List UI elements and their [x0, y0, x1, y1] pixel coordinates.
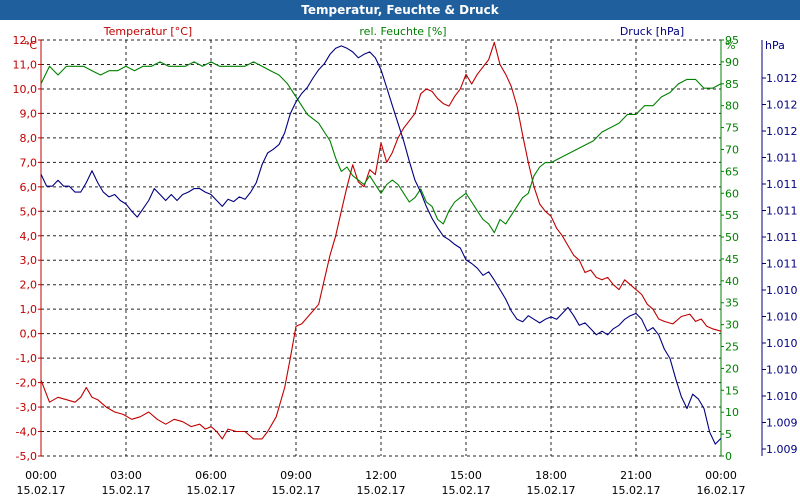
pressure-tick-label: 1.011 — [766, 205, 798, 218]
x-tick-time-label: 00:00 — [25, 469, 57, 482]
humidity-tick-label: 15 — [725, 384, 739, 397]
pressure-tick-label: 1.009 — [766, 417, 798, 430]
x-tick-time-label: 06:00 — [195, 469, 227, 482]
pressure-tick-label: 1.010 — [766, 337, 798, 350]
pressure-tick-label: 1.012 — [766, 72, 798, 85]
temperature-tick-label: -4,0 — [16, 426, 37, 439]
grid — [40, 39, 722, 457]
temperature-tick-label: 0,0 — [20, 328, 38, 341]
humidity-tick-label: 80 — [725, 100, 739, 113]
x-tick-time-label: 15:00 — [450, 469, 482, 482]
humidity-tick-label: 55 — [725, 209, 739, 222]
pressure-tick-label: 1.010 — [766, 364, 798, 377]
temperature-series-line — [40, 41, 722, 440]
temperature-unit-label: °C — [24, 39, 38, 52]
humidity-tick-label: 5 — [725, 428, 732, 441]
labels: 12,0 11,0 10,0 9,0 8,0 7,0 6,0 5,0 4,0 3,0 2,0 1,0 0… — [13, 25, 798, 497]
humidity-tick-label: 90 — [725, 56, 739, 69]
humidity-tick-label: 50 — [725, 231, 739, 244]
pressure-tick-label: 1.010 — [766, 311, 798, 324]
temperature-tick-label: -2,0 — [16, 377, 37, 390]
temperature-tick-label: 10,0 — [13, 83, 38, 96]
pressure-tick-label: 1.010 — [766, 390, 798, 403]
humidity-series-line — [40, 61, 722, 234]
pressure-tick-label: 1.012 — [766, 99, 798, 112]
temperature-tick-label: 12,0 — [13, 34, 38, 47]
temperature-tick-label: 3,0 — [20, 254, 38, 267]
humidity-tick-label: 10 — [725, 406, 739, 419]
humidity-tick-label: 75 — [725, 122, 739, 135]
series — [40, 41, 722, 445]
temperature-tick-label: 9,0 — [20, 107, 38, 120]
x-tick-date-label: 15.02.17 — [102, 484, 151, 497]
temperature-tick-label: -1,0 — [16, 352, 37, 365]
temperature-tick-label: 1,0 — [20, 303, 38, 316]
x-tick-time-label: 00:00 — [705, 469, 737, 482]
x-tick-date-label: 15.02.17 — [527, 484, 576, 497]
pressure-tick-label: 1.011 — [766, 178, 798, 191]
pressure-tick-label: 1.011 — [766, 258, 798, 271]
pressure-series-label: Druck [hPa] — [620, 25, 684, 38]
x-tick-time-label: 21:00 — [620, 469, 652, 482]
pressure-tick-label: 1.011 — [766, 231, 798, 244]
temperature-tick-label: 7,0 — [20, 156, 38, 169]
pressure-tick-label: 1.011 — [766, 152, 798, 165]
humidity-tick-label: 0 — [725, 450, 732, 463]
x-tick-time-label: 12:00 — [365, 469, 397, 482]
humidity-tick-label: 65 — [725, 165, 739, 178]
x-tick-date-label: 15.02.17 — [612, 484, 661, 497]
humidity-tick-label: 85 — [725, 78, 739, 91]
humidity-tick-label: 60 — [725, 187, 739, 200]
pressure-unit-label: hPa — [765, 39, 785, 52]
temperature-tick-label: 2,0 — [20, 279, 38, 292]
humidity-tick-label: 95 — [725, 34, 739, 47]
chart-title: Temperatur, Feuchte & Druck — [0, 0, 800, 20]
humidity-tick-label: 35 — [725, 297, 739, 310]
temperature-tick-label: 6,0 — [20, 181, 38, 194]
x-tick-date-label: 16.02.17 — [697, 484, 746, 497]
humidity-series-label: rel. Feuchte [%] — [359, 25, 446, 38]
temperature-series-label: Temperatur [°C] — [103, 25, 192, 38]
temperature-tick-label: 4,0 — [20, 230, 38, 243]
x-tick-date-label: 15.02.17 — [272, 484, 321, 497]
axes — [38, 39, 766, 457]
x-tick-time-label: 03:00 — [110, 469, 142, 482]
x-tick-date-label: 15.02.17 — [357, 484, 406, 497]
temperature-tick-label: 11,0 — [13, 58, 38, 71]
x-tick-time-label: 09:00 — [280, 469, 312, 482]
humidity-tick-label: 25 — [725, 341, 739, 354]
temperature-tick-label: 8,0 — [20, 132, 38, 145]
pressure-series-line — [40, 45, 722, 445]
temperature-tick-label: -5,0 — [16, 450, 37, 463]
humidity-tick-label: 45 — [725, 253, 739, 266]
humidity-tick-label: 40 — [725, 275, 739, 288]
pressure-tick-label: 1.012 — [766, 125, 798, 138]
temperature-tick-label: -3,0 — [16, 401, 37, 414]
humidity-unit-label: % — [725, 39, 735, 52]
humidity-tick-label: 30 — [725, 319, 739, 332]
x-tick-time-label: 18:00 — [535, 469, 567, 482]
humidity-tick-label: 70 — [725, 143, 739, 156]
temperature-tick-label: 5,0 — [20, 205, 38, 218]
pressure-tick-label: 1.009 — [766, 443, 798, 456]
x-tick-date-label: 15.02.17 — [442, 484, 491, 497]
pressure-tick-label: 1.010 — [766, 284, 798, 297]
x-tick-date-label: 15.02.17 — [17, 484, 66, 497]
humidity-tick-label: 20 — [725, 362, 739, 375]
x-tick-date-label: 15.02.17 — [187, 484, 236, 497]
